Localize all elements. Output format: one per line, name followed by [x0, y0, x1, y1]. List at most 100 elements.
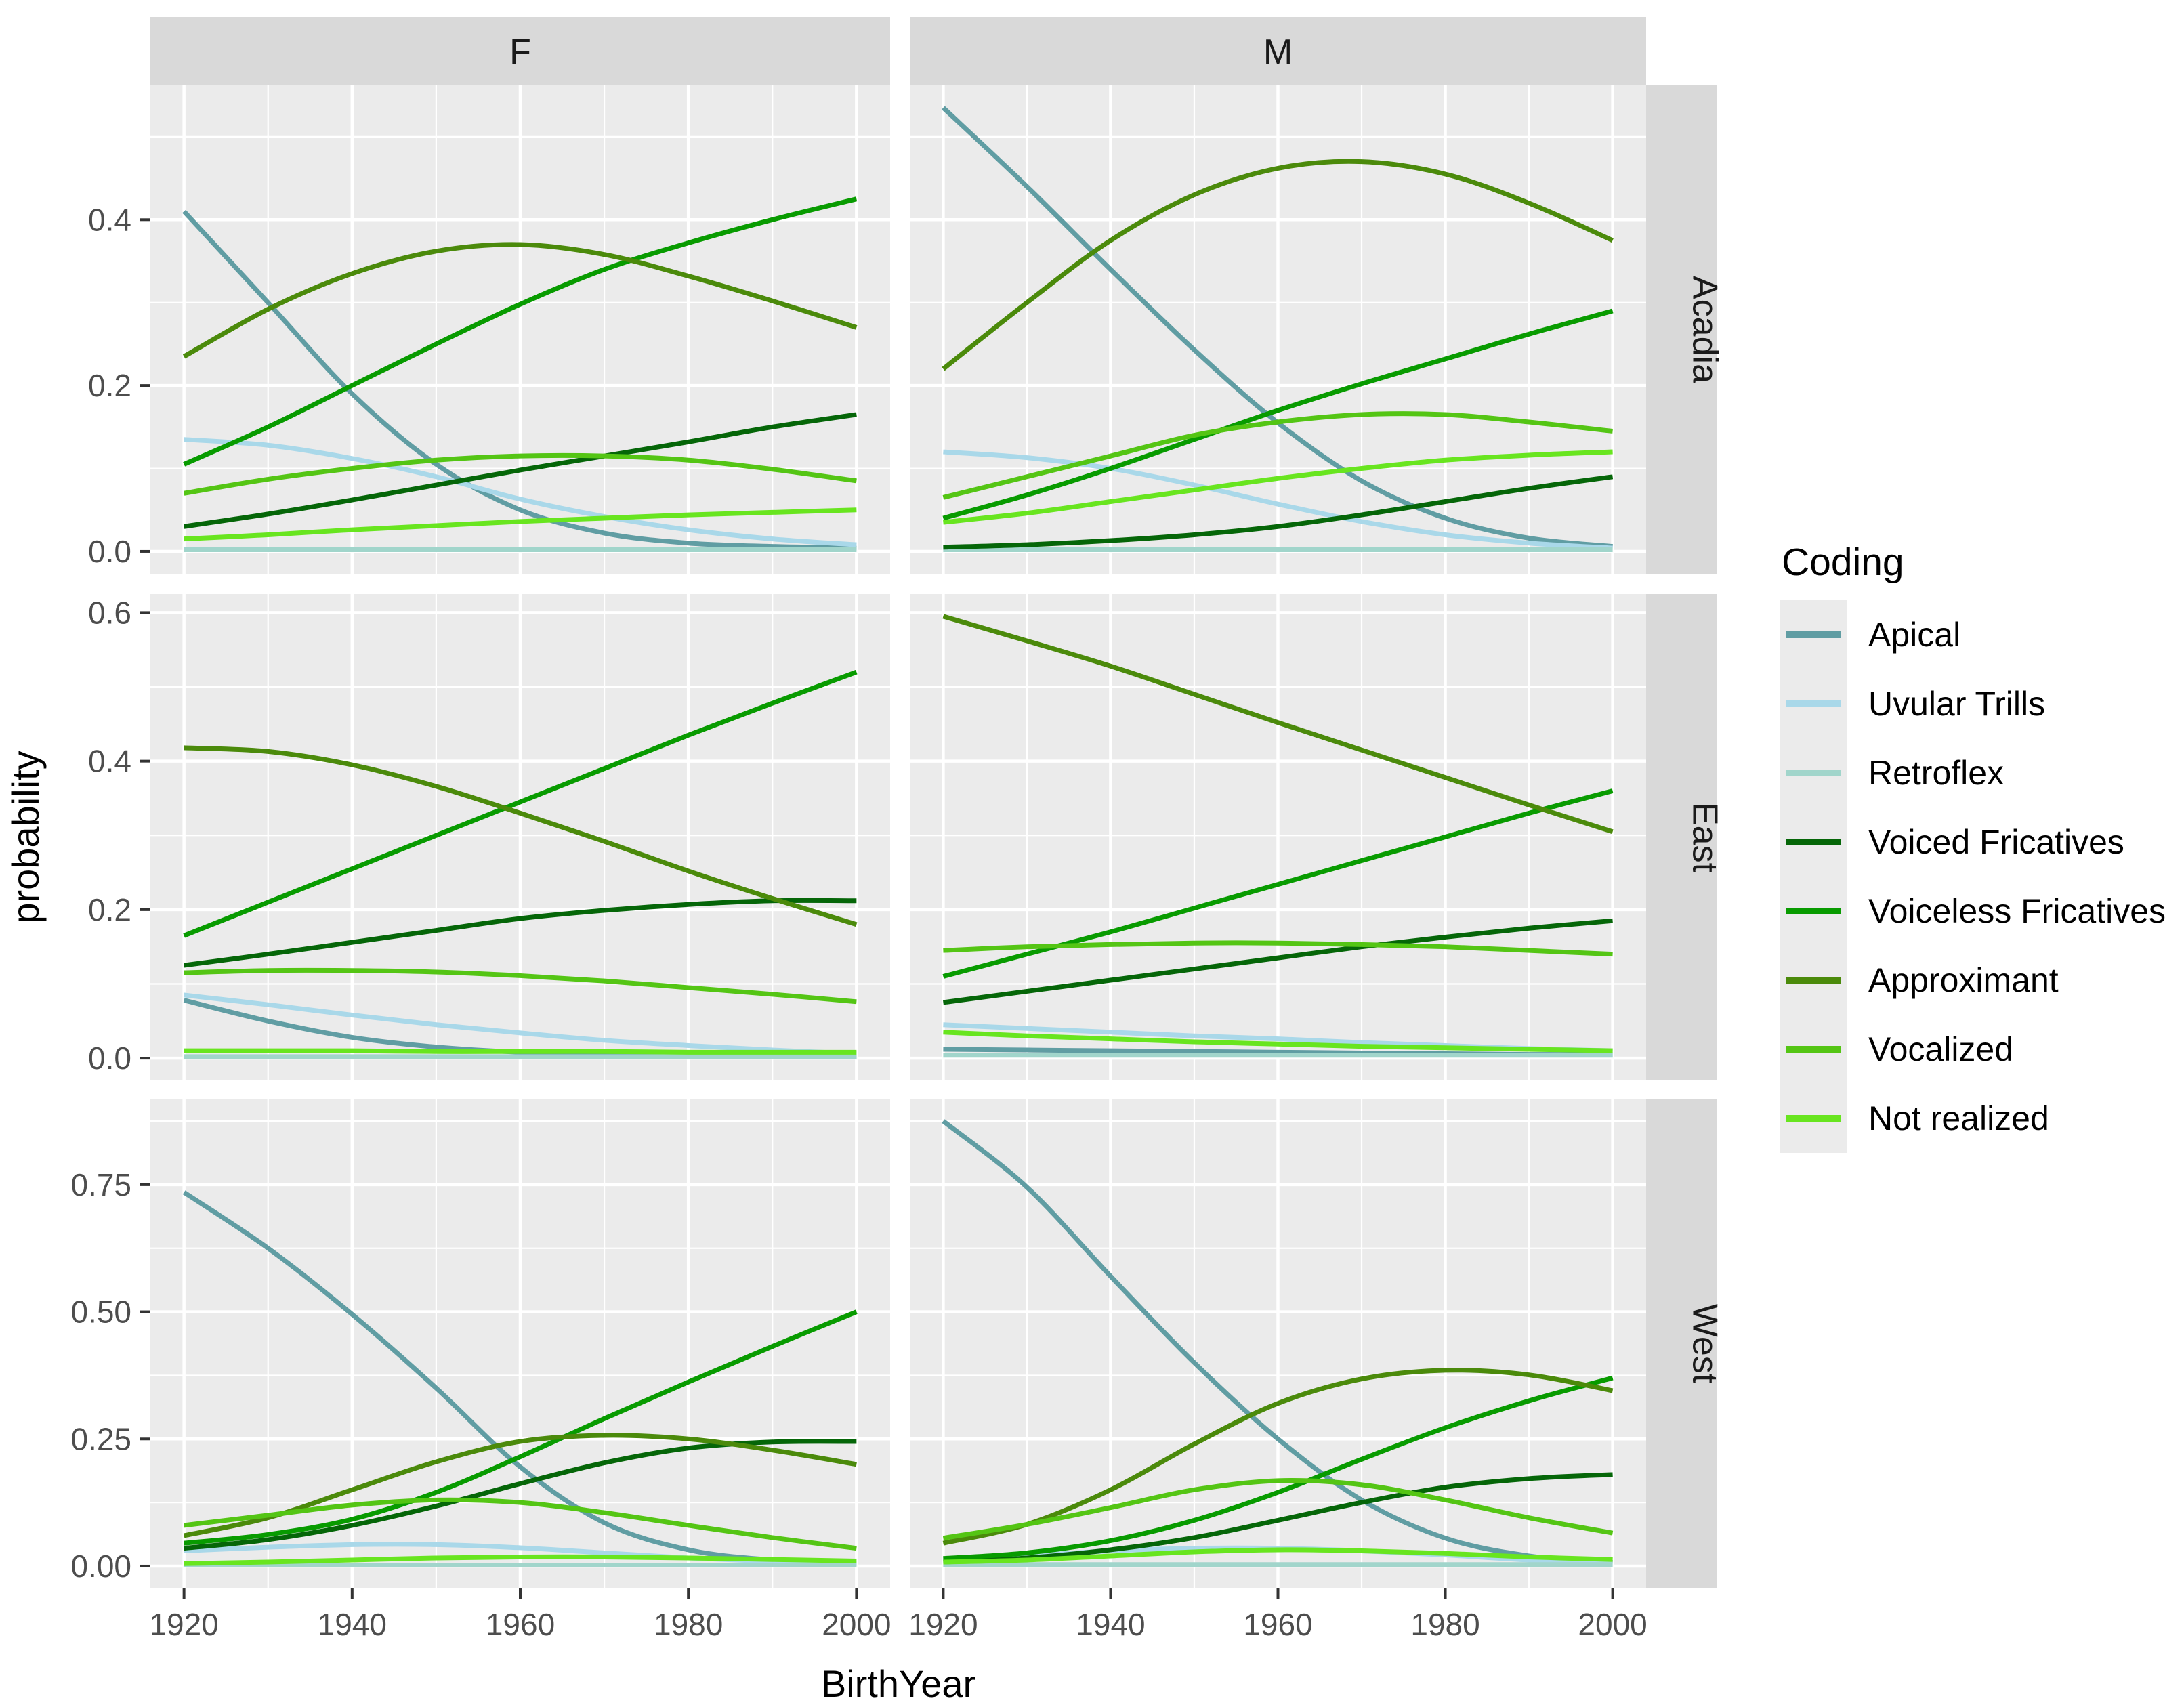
- y-tick-label: 0.2: [88, 892, 131, 927]
- x-tick-label: 1940: [318, 1607, 387, 1642]
- series-line-uvular-trills: [943, 449, 1613, 551]
- series-line-uvular-trills: [184, 437, 857, 547]
- series-line-voiceless-fricatives: [183, 669, 858, 938]
- legend-item-approximant: Approximant: [1780, 946, 2166, 1015]
- series-line-voiceless-fricatives: [183, 196, 858, 467]
- panel-west-f: [150, 1099, 890, 1588]
- panel-east-f: [150, 594, 890, 1080]
- legend-item-label: Approximant: [1868, 961, 2059, 999]
- x-axis-title: BirthYear: [821, 1662, 975, 1705]
- series-line-vocalized: [184, 967, 857, 1005]
- legend-keys: Apical Uvular Trills Retroflex Voiced Frica…: [1780, 600, 2166, 1153]
- x-tick-label: 1980: [654, 1607, 723, 1642]
- series-line-uvular-trills: [184, 992, 857, 1057]
- series-line-approximant: [942, 614, 1614, 835]
- legend-key-box: [1780, 600, 1847, 669]
- legend-key-box: [1780, 738, 1847, 807]
- x-tick-label: 1940: [1076, 1607, 1145, 1642]
- legend-line-swatch: [1786, 631, 1841, 638]
- series-line-approximant: [942, 159, 1614, 371]
- series-line-voiced-fricatives: [184, 898, 857, 968]
- facet-col-label-m: M: [1263, 33, 1293, 72]
- legend-key-box: [1780, 1084, 1847, 1153]
- series-line-vocalized: [943, 940, 1613, 957]
- series-line-voiced-fricatives: [943, 474, 1614, 550]
- legend-line-swatch: [1786, 839, 1841, 845]
- y-tick-label: 0.50: [70, 1294, 131, 1330]
- legend-item-voiceless-fricatives: Voiceless Fricatives: [1780, 877, 2166, 946]
- series-line-apical: [942, 1119, 1613, 1565]
- y-tick-label: 0.6: [88, 595, 131, 631]
- facet-col-label-f: F: [509, 33, 531, 72]
- series-line-voiceless-fricatives: [942, 308, 1614, 521]
- series-line-vocalized: [184, 1497, 857, 1551]
- facet-row-label-acadia: Acadia: [1685, 276, 1725, 383]
- legend-line-swatch: [1786, 700, 1841, 707]
- facet-row-label-west: West: [1685, 1304, 1725, 1384]
- legend-item-label: Retroflex: [1868, 754, 2004, 792]
- series-line-approximant: [942, 1368, 1614, 1546]
- facet-col-strip-f: [150, 17, 890, 85]
- series-line-not-realized: [184, 1554, 857, 1566]
- y-tick-label: 0.25: [70, 1421, 131, 1456]
- series-line-voiceless-fricatives: [943, 1375, 1614, 1561]
- y-axis-title: probability: [4, 751, 47, 923]
- panel-acadia-m: [910, 85, 1646, 574]
- legend-line-swatch: [1786, 977, 1841, 984]
- y-tick-label: 0.75: [70, 1167, 131, 1202]
- panel-east-m: [910, 594, 1646, 1080]
- legend: Coding Apical Uvular Trills Retroflex Voice…: [1780, 542, 2166, 1153]
- series-line-approximant: [182, 242, 858, 359]
- series-line-not-realized: [943, 449, 1613, 525]
- panel-acadia-f: [150, 85, 890, 574]
- panel-west-m: [910, 1099, 1646, 1588]
- y-tick-label: 0.4: [88, 202, 131, 237]
- x-tick-label: 2000: [822, 1607, 891, 1642]
- legend-key-box: [1780, 669, 1847, 738]
- series-line-voiced-fricatives: [184, 1439, 857, 1551]
- x-tick-label: 1920: [149, 1607, 218, 1642]
- series-line-apical: [182, 209, 857, 551]
- legend-item-label: Apical: [1868, 616, 1961, 654]
- series-line-voiced-fricatives: [943, 1472, 1613, 1565]
- y-tick-label: 0.4: [88, 744, 131, 779]
- y-tick-label: 0.2: [88, 368, 131, 403]
- series-line-not-realized: [184, 507, 857, 542]
- x-tick-label: 1980: [1410, 1607, 1479, 1642]
- legend-key-box: [1780, 1015, 1847, 1084]
- series-line-vocalized: [942, 411, 1613, 500]
- legend-title: Coding: [1782, 541, 1904, 584]
- y-tick-label: 0.0: [88, 534, 131, 569]
- legend-item-vocalized: Vocalized: [1780, 1015, 2166, 1084]
- y-tick-label: 0.0: [88, 1040, 131, 1076]
- facet-row-strip-east: [1646, 594, 1717, 1080]
- legend-item-label: Not realized: [1868, 1099, 2049, 1137]
- legend-item-retroflex: Retroflex: [1780, 738, 2166, 807]
- series-line-not-realized: [943, 1030, 1613, 1053]
- facet-panels: F M Acadia 0.0 0.2 0.4 East 0.0 0.2 0.4 0.6 West 0.0…: [70, 17, 1725, 1642]
- facet-row-strip-acadia: [1646, 85, 1717, 574]
- series-line-voiceless-fricatives: [184, 1309, 858, 1546]
- legend-item-label: Uvular Trills: [1868, 685, 2046, 723]
- facet-row-label-east: East: [1685, 802, 1725, 873]
- x-tick-label: 1960: [1243, 1607, 1312, 1642]
- series-line-not-realized: [943, 1547, 1613, 1565]
- series-line-voiced-fricatives: [942, 918, 1613, 1005]
- legend-key-box: [1780, 946, 1847, 1015]
- x-tick-label: 2000: [1578, 1607, 1647, 1642]
- legend-item-not-realized: Not realized: [1780, 1084, 2166, 1153]
- y-tick-label: 0.00: [70, 1548, 131, 1584]
- legend-key-box: [1780, 807, 1847, 877]
- legend-item-uvular-trills: Uvular Trills: [1780, 669, 2166, 738]
- legend-line-swatch: [1786, 1115, 1841, 1122]
- legend-key-box: [1780, 877, 1847, 946]
- facet-row-strip-west: [1646, 1099, 1717, 1588]
- series-line-vocalized: [184, 452, 857, 496]
- x-tick-label: 1960: [486, 1607, 555, 1642]
- legend-item-label: Vocalized: [1868, 1030, 2014, 1068]
- series-line-vocalized: [942, 1478, 1614, 1541]
- legend-line-swatch: [1786, 1046, 1841, 1053]
- legend-line-swatch: [1786, 908, 1841, 914]
- legend-item-label: Voiceless Fricatives: [1868, 892, 2166, 930]
